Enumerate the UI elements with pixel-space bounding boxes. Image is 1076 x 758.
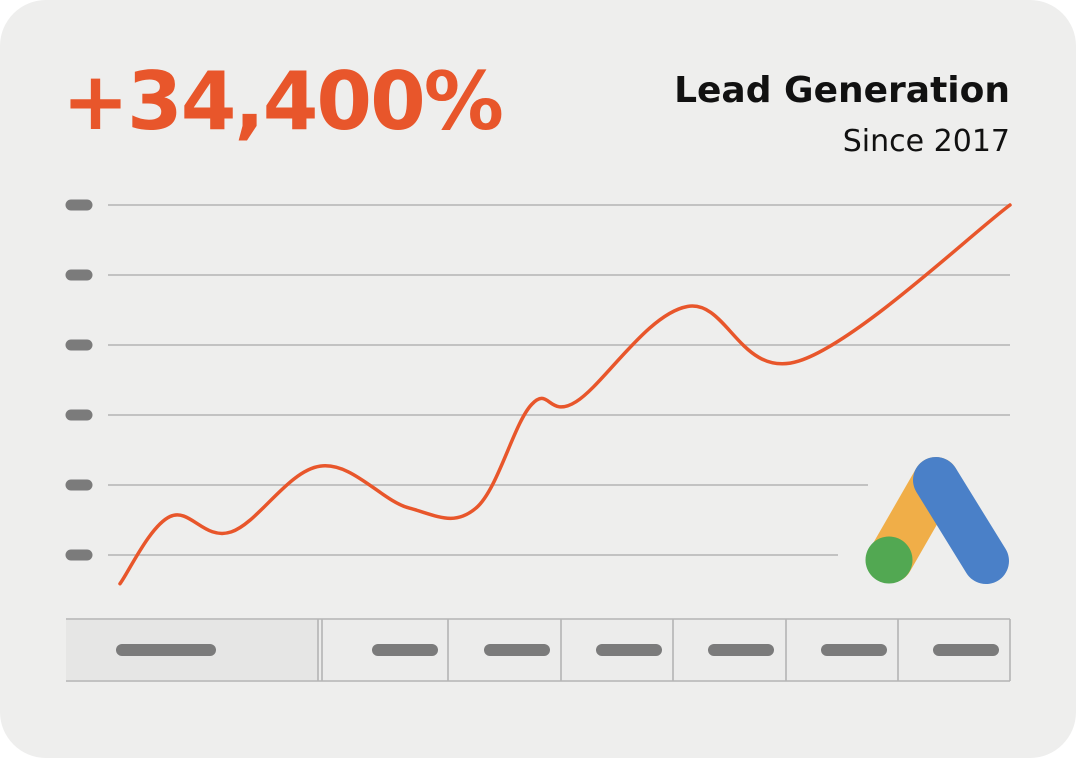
logo-blue-bar — [913, 457, 1009, 584]
series-line — [118, 203, 1012, 586]
series-line-layer — [118, 203, 1012, 586]
chart-title: Lead Generation — [674, 70, 1010, 111]
chart-subtitle: Since 2017 — [842, 124, 1010, 159]
title-block: Lead Generation Since 2017 — [674, 70, 1010, 162]
y-tick-labels — [65, 199, 93, 561]
headline-percentage: +34,400% — [62, 55, 504, 148]
logo-green-dot — [865, 536, 913, 584]
x-axis-bar — [66, 618, 1011, 682]
grid-lines — [108, 204, 1010, 556]
google-ads-logo-icon — [865, 457, 1009, 584]
